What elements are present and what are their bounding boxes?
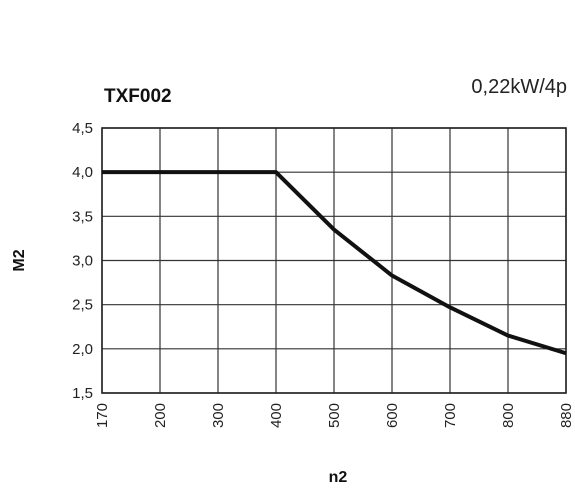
x-tick-label: 400 xyxy=(268,403,285,428)
x-tick-label: 170 xyxy=(94,403,111,428)
x-tick-labels: 170 200 300 400 500 600 700 800 880 xyxy=(94,403,575,428)
chart-subtitle: 0,22kW/4p xyxy=(471,76,567,98)
grid xyxy=(101,127,567,394)
x-tick-label: 800 xyxy=(500,403,517,428)
plot-frame xyxy=(101,127,567,394)
x-tick-label: 880 xyxy=(558,403,575,428)
y-tick-label: 4,0 xyxy=(72,164,93,181)
x-tick-label: 200 xyxy=(152,403,169,428)
y-tick-labels: 1,5 2,0 2,5 3,0 3,5 4,0 4,5 xyxy=(72,120,93,402)
y-axis-label: M2 xyxy=(11,249,28,271)
y-tick-label: 2,0 xyxy=(72,341,93,358)
y-tick-label: 2,5 xyxy=(72,297,93,314)
y-tick-label: 1,5 xyxy=(72,385,93,402)
y-tick-label: 3,0 xyxy=(72,253,93,270)
x-tick-label: 300 xyxy=(210,403,227,428)
series-group xyxy=(102,170,567,356)
x-axis-label: n2 xyxy=(329,469,348,486)
x-tick-label: 500 xyxy=(326,403,343,428)
y-tick-label: 3,5 xyxy=(72,208,93,225)
x-tick-label: 600 xyxy=(384,403,401,428)
x-tick-label: 700 xyxy=(442,403,459,428)
y-tick-label: 4,5 xyxy=(72,120,93,137)
series-line xyxy=(102,170,567,356)
chart-title: TXF002 xyxy=(104,86,172,107)
